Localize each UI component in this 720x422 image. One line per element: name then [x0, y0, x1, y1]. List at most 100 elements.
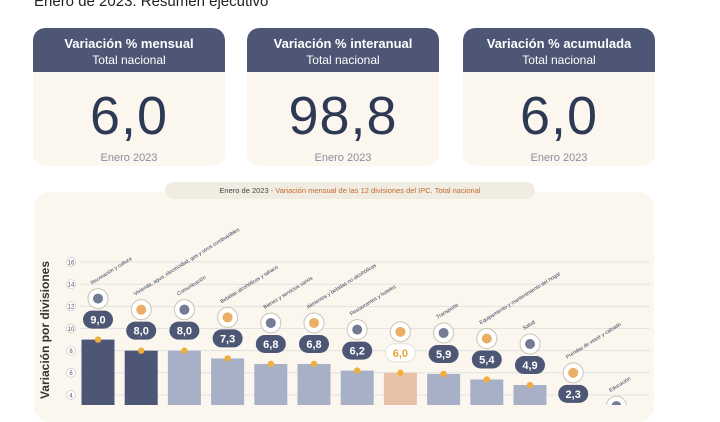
category-label: Transporte	[435, 302, 459, 320]
icon-glyph	[265, 317, 276, 328]
category-label: Equipamiento y mantenimiento del hogar	[479, 271, 562, 326]
value-label: 9,0	[90, 315, 105, 327]
value-label-bubble	[255, 334, 286, 353]
value-label: 6,8	[263, 339, 278, 351]
chart-title-text: - Variación mensual de las 12 divisiones…	[268, 186, 481, 195]
value-label: 8,0	[177, 326, 192, 338]
value-dot	[224, 355, 231, 362]
card-title: Variación % interanual	[273, 36, 413, 51]
value-dot	[267, 360, 274, 368]
y-tick-bubble	[66, 323, 76, 334]
icon-glyph	[93, 293, 103, 304]
page-title: Enero de 2023. Resumen ejecutivo	[34, 0, 269, 10]
card-period: Enero 2023	[314, 152, 372, 164]
card-subtitle: Total nacional	[92, 53, 166, 67]
value-label: 6,2	[350, 346, 365, 358]
card-value: 6,0	[89, 86, 169, 146]
value-label-bubble	[126, 321, 157, 340]
card-period: Enero 2023	[530, 152, 588, 164]
y-tick-label: 4	[69, 393, 73, 399]
icon-glyph	[136, 304, 147, 315]
y-tick-label: 6	[69, 371, 73, 377]
icon-glyph	[568, 367, 579, 378]
icon-glyph	[438, 327, 449, 338]
value-dot	[397, 369, 404, 377]
card-title: Variación % acumulada	[486, 36, 632, 51]
category-label: Bebidas alcohólicas y tabaco	[219, 265, 279, 306]
value-label: 6,0	[393, 348, 408, 360]
value-label-bubble	[83, 310, 113, 329]
y-tick-bubble	[66, 345, 76, 356]
icon-glyph	[481, 333, 492, 344]
value-label: 7,3	[220, 333, 235, 345]
bar	[167, 350, 201, 405]
bar	[513, 385, 547, 405]
value-label: 6,8	[306, 339, 321, 351]
bar	[211, 358, 245, 405]
card-header: Variación % acumulada Total nacional	[463, 28, 655, 72]
value-label-bubble	[384, 343, 416, 363]
value-label-bubble	[342, 341, 373, 360]
y-tick-bubble	[66, 257, 76, 267]
y-tick-bubble	[66, 390, 76, 400]
icon-glyph	[352, 324, 363, 335]
icon-glyph	[309, 317, 319, 328]
value-label-bubble	[212, 329, 243, 348]
value-dot	[483, 376, 490, 383]
category-label: Comunicación	[176, 275, 207, 298]
bar	[81, 339, 115, 405]
value-label: 4,9	[522, 360, 537, 372]
value-label: 5,9	[436, 349, 451, 361]
value-dot	[181, 347, 188, 354]
book-icon	[605, 395, 627, 405]
value-dot	[440, 370, 447, 378]
category-label: Restaurantes y hoteles	[349, 284, 398, 317]
y-tick-bubble	[66, 367, 76, 378]
value-dot	[354, 367, 361, 374]
chart-title-period: Enero de 2023	[219, 186, 269, 195]
category-label: Prendas de vestir y calzado	[565, 322, 622, 361]
card-header: Variación % mensual Total nacional	[33, 28, 225, 72]
card-value: 6,0	[519, 86, 599, 146]
value-label: 5,4	[479, 354, 495, 366]
icon-glyph	[179, 304, 190, 315]
value-label: 8,0	[134, 326, 149, 338]
card-accumulated: Variación % acumulada Total nacional 6,0…	[463, 28, 655, 166]
card-value: 98,8	[288, 86, 398, 146]
category-label: Recreación y cultura	[90, 256, 133, 286]
category-label: Educación	[608, 376, 632, 394]
value-label-bubble	[169, 321, 200, 340]
bar	[470, 379, 504, 405]
y-tick-bubble	[66, 279, 76, 290]
value-dot	[138, 347, 145, 354]
bar	[340, 370, 374, 405]
icon-glyph	[525, 339, 535, 350]
value-label-bubble	[428, 344, 459, 363]
card-header: Variación % interanual Total nacional	[247, 28, 439, 72]
y-tick-label: 16	[68, 260, 75, 266]
value-label-bubble	[299, 334, 329, 353]
card-subtitle: Total nacional	[522, 53, 596, 67]
icon-glyph	[395, 326, 406, 337]
y-tick-label: 8	[69, 349, 73, 355]
bar	[124, 350, 158, 405]
bar	[254, 363, 288, 405]
card-title: Variación % mensual	[64, 36, 194, 51]
bar	[427, 373, 461, 405]
y-tick-label: 12	[68, 305, 75, 311]
value-dot	[94, 336, 102, 343]
y-tick-label: 14	[68, 282, 75, 288]
y-tick-label: 10	[68, 327, 75, 333]
value-dot	[310, 360, 318, 368]
card-subtitle: Total nacional	[306, 53, 380, 67]
icon-glyph	[222, 312, 233, 323]
icon-glyph	[611, 401, 622, 405]
value-label-bubble	[515, 356, 545, 375]
card-monthly: Variación % mensual Total nacional 6,0 E…	[33, 28, 225, 166]
value-label-bubble	[471, 350, 502, 369]
chart-title: Enero de 2023 - Variación mensual de las…	[165, 182, 535, 199]
category-label: Salud	[522, 320, 537, 332]
value-label: 2,3	[566, 389, 581, 401]
value-dot	[526, 381, 534, 389]
